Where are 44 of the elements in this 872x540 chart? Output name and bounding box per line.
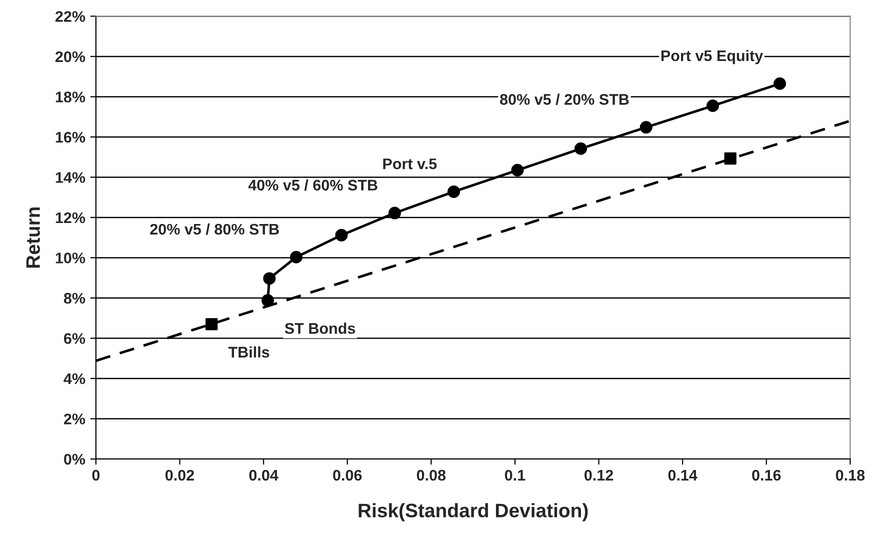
x-tick-label: 0.12 [584, 470, 614, 481]
x-tick-label: 0.08 [416, 470, 446, 481]
x-axis-title: Risk(Standard Deviation) [358, 503, 588, 522]
point [724, 152, 736, 165]
point [261, 294, 274, 307]
x-tick-label: 0.06 [333, 470, 362, 481]
x-tick-label: 0.18 [836, 470, 865, 481]
annotation: Port v.5 [383, 158, 437, 170]
y-tick-label: 22% [55, 11, 86, 22]
point [448, 185, 460, 198]
point [206, 318, 218, 330]
point [263, 272, 276, 285]
point [335, 228, 348, 242]
y-tick-label: 18% [56, 92, 86, 102]
x-tick-label: 0 [92, 470, 100, 481]
point [640, 121, 652, 134]
x-tick-label: 0.1 [504, 470, 526, 481]
y-tick-label: 4% [64, 373, 86, 384]
point [774, 77, 786, 90]
point [388, 206, 401, 220]
x-tick-label: 0.04 [249, 470, 278, 481]
y-tick-label: 20% [55, 51, 86, 62]
y-tick-label: 8% [64, 292, 86, 304]
annotation: 20% v5 / 80% STB [150, 223, 279, 235]
point [290, 250, 302, 264]
x-tick-label: 0.02 [165, 470, 194, 481]
y-tick-label: 16% [56, 132, 86, 143]
y-axis-title: Return [26, 207, 40, 268]
annotation: Port v5 Equity [661, 50, 764, 64]
y-tick-label: 0% [64, 454, 86, 465]
y-tick-label: 10% [56, 252, 86, 264]
annotation: TBills [228, 346, 270, 358]
point [574, 142, 588, 155]
annotation: 40% v5 / 60% STB [248, 179, 378, 191]
y-tick-label: 14% [56, 172, 86, 183]
y-tick-label: 2% [64, 414, 86, 424]
x-tick-label: 0.16 [752, 470, 781, 481]
annotation: 80% v5 / 20% STB [500, 94, 629, 105]
y-tick-label: 6% [64, 333, 86, 344]
annotation: ST Bonds [284, 322, 356, 334]
y-tick-label: 12% [56, 212, 86, 224]
x-tick-label: 0.14 [668, 470, 698, 481]
point [511, 164, 524, 176]
point [706, 100, 720, 112]
